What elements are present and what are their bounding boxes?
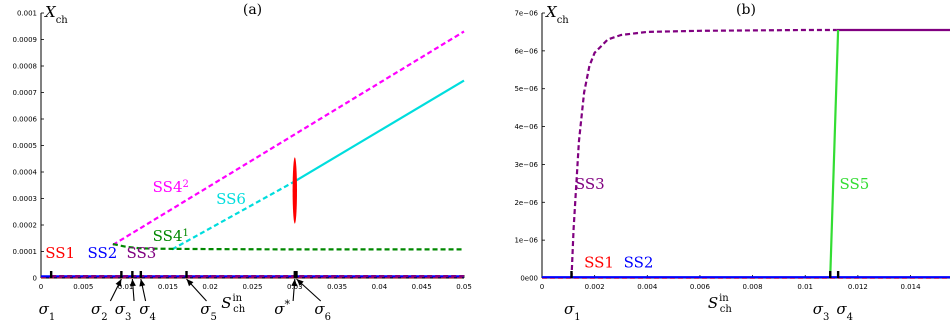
x-tick-label: 0.05 [456,283,472,291]
sigma-annotation: σ6 [314,300,331,320]
series-label: SS2 [624,253,654,271]
annotation-arrow-head [139,279,146,287]
y-tick-label: 0.0002 [13,222,38,230]
annotation-arrow-head [291,279,298,287]
panel-b: 0 0.002 0.004 0.006 0.008 0.01 0.012 0.014 0e00 1… [514,2,950,320]
series-label: SS6 [216,190,246,208]
bifurcation-marker [570,271,573,278]
y-tick-label: 3e−06 [514,161,538,169]
y-tick-label: 0.0006 [13,116,38,124]
annotation-arrow-head [186,279,194,287]
annotation-arrow-head [115,279,122,287]
series-line-ss6 [171,180,296,251]
annotation-arrow-head [296,279,304,286]
series-label: SS2 [88,244,118,262]
bifurcation-marker [293,271,296,278]
sigma-annotation: σ2 [91,300,108,320]
series-label: SS41 [153,227,189,245]
x-tick-label: 0.015 [158,283,178,291]
series-label: SS3 [575,175,605,193]
y-tick-label: 0.0004 [13,169,38,177]
y-tick-label: 1e−06 [514,237,538,245]
sigma-annotation: σ4 [836,300,853,320]
x-tick-label: 0 [540,283,544,291]
y-tick-label: 0.0008 [13,63,38,71]
x-axis-label: Sin ch [708,293,733,315]
y-axis-label: Xch [44,3,68,26]
y-axis-label: Xch [545,3,569,26]
x-tick-label: 0.01 [118,283,134,291]
bifurcation-marker [295,271,298,278]
x-tick-label: 0.008 [743,283,763,291]
bifurcation-marker [836,271,840,278]
y-tick-label: 6e−06 [514,47,538,55]
x-tick-label: 0.045 [412,283,432,291]
x-tick-label: 0.03 [287,283,303,291]
x-tick-label: 0.005 [73,283,93,291]
x-tick-label: 0.035 [327,283,347,291]
sigma-annotation: σ3 [115,300,132,320]
sigma-annotation: σ4 [139,300,156,320]
x-tick-label: 0.01 [797,283,813,291]
sigma-annotation: σ3 [813,300,830,320]
y-tick-label: 0.0003 [13,195,38,203]
y-tick-label: 7e−06 [514,10,538,18]
x-tick-label: 0.04 [372,283,388,291]
bifurcation-marker [185,271,188,278]
x-axis-label: Sin ch [221,293,246,315]
annotation-arrow-head [129,279,136,287]
series-line-ss5 [829,29,840,279]
bifurcation-marker [131,271,134,278]
series-line-ss6 [294,79,465,183]
series-label: SS3 [126,244,156,262]
x-tick-label: 0.002 [585,283,605,291]
y-tick-label: 0 [33,275,37,283]
y-tick-label: 0.0005 [13,142,38,150]
bifurcation-marker [120,271,123,278]
y-tick-label: 4e−06 [514,123,538,131]
sigma-annotation: σ1 [564,300,581,320]
y-tick-label: 0e00 [520,275,538,283]
sigma-annotation: σ5 [200,300,217,320]
panel-a: 0 0.005 0.01 0.015 0.02 0.025 0.03 0.035 0.04 0.0… [13,2,472,320]
bifurcation-marker [49,271,53,278]
y-tick-label: 2e−06 [514,199,538,207]
bifurcation-marker [829,271,832,278]
x-tick-label: 0.02 [202,283,218,291]
series-label: SS1 [584,253,614,271]
series-line-ss4 [112,243,464,251]
series-line-ss3 [570,28,837,279]
series-label: SS42 [153,178,189,196]
sigma-annotation: σ* [274,298,290,319]
series-label: SS5 [839,175,869,193]
x-tick-label: 0 [39,283,43,291]
series-line-ss4 [112,30,465,246]
bifurcation-marker [139,271,143,278]
y-tick-label: 0.0007 [13,89,38,97]
y-tick-label: 0.0001 [13,248,38,256]
chart-title: (a) [243,2,262,18]
sigma-annotation: σ1 [39,300,56,320]
x-tick-label: 0.014 [900,283,921,291]
y-tick-label: 5e−06 [514,85,538,93]
y-tick-label: 0.0009 [13,36,38,44]
x-tick-label: 0.025 [242,283,262,291]
chart-title: (b) [736,2,756,18]
x-tick-label: 0.012 [848,283,868,291]
periodic-orbit-ellipse [292,157,297,224]
y-tick-label: 0.001 [17,10,37,18]
x-tick-label: 0.006 [690,283,711,291]
series-label: SS1 [45,244,75,262]
x-tick-label: 0.004 [637,283,658,291]
